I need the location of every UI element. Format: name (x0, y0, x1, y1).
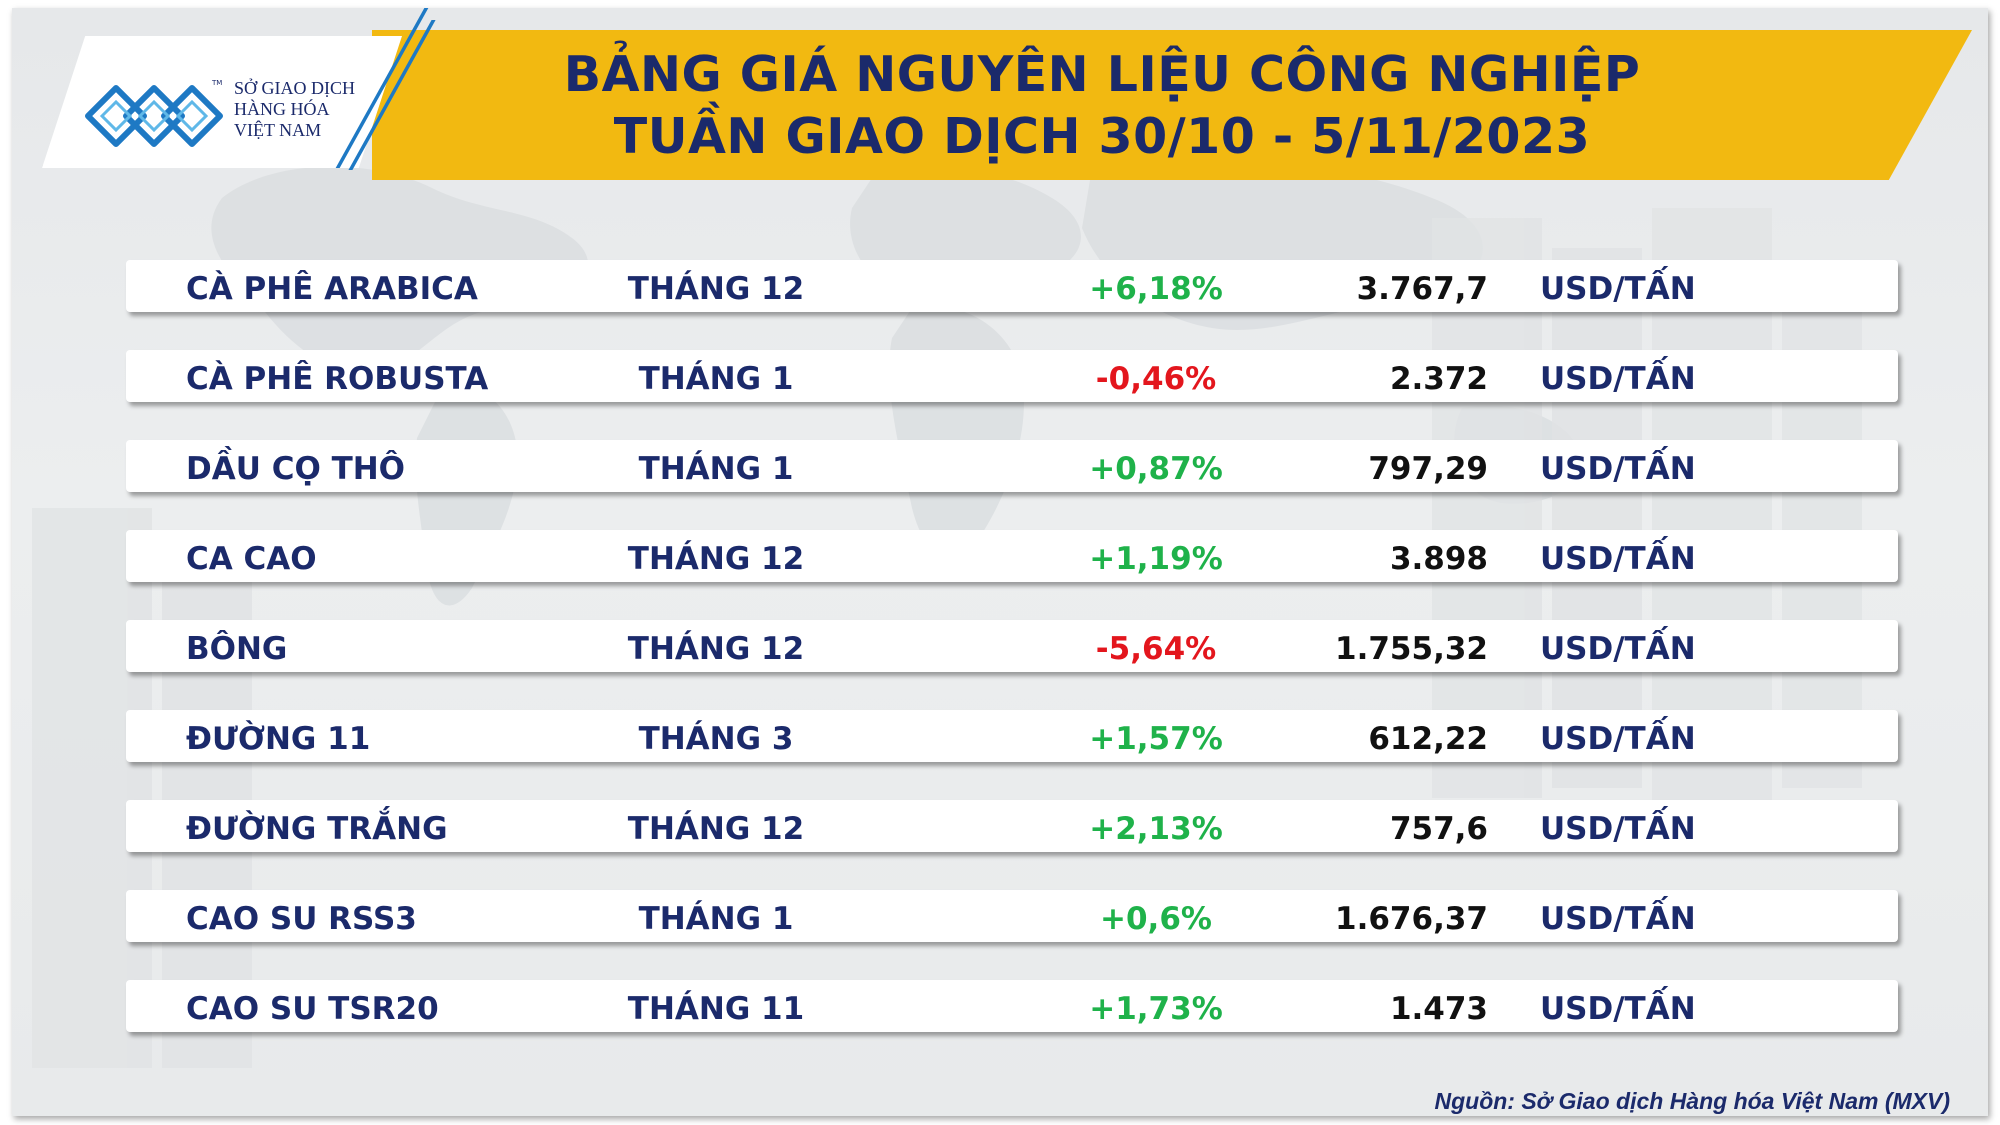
price-value: 612,22 (1368, 721, 1488, 757)
price-unit: USD/TẤN (1540, 991, 1696, 1027)
table-row: CAO SU RSS3 THÁNG 1 +0,6% 1.676,37 USD/TẤN (126, 890, 1898, 942)
price-value: 1.755,32 (1335, 631, 1488, 667)
price-value: 797,29 (1368, 451, 1488, 487)
price-unit: USD/TẤN (1540, 451, 1696, 487)
logo-trademark: TM (212, 79, 223, 87)
logo-line-3: VIỆT NAM (234, 120, 322, 140)
price-unit: USD/TẤN (1540, 631, 1696, 667)
price-unit: USD/TẤN (1540, 361, 1696, 397)
contract-month: THÁNG 1 (638, 361, 794, 397)
price-change: +6,18% (1089, 271, 1223, 307)
mxv-logo-icon (85, 85, 223, 147)
price-unit: USD/TẤN (1540, 901, 1696, 937)
commodity-name: CAO SU RSS3 (186, 901, 417, 937)
table-row: ĐƯỜNG 11 THÁNG 3 +1,57% 612,22 USD/TẤN (126, 710, 1898, 762)
contract-month: THÁNG 1 (638, 451, 794, 487)
price-unit: USD/TẤN (1540, 811, 1696, 847)
table-row: BÔNG THÁNG 12 -5,64% 1.755,32 USD/TẤN (126, 620, 1898, 672)
price-value: 1.473 (1389, 991, 1488, 1027)
contract-month: THÁNG 12 (627, 541, 805, 577)
contract-month: THÁNG 12 (627, 631, 805, 667)
contract-month: THÁNG 1 (638, 901, 794, 937)
price-change: +1,73% (1089, 991, 1223, 1027)
logo-text: SỞ GIAO DỊCH HÀNG HÓA VIỆT NAM (234, 78, 384, 141)
contract-month: THÁNG 3 (638, 721, 794, 757)
price-change: +0,87% (1089, 451, 1223, 487)
contract-month: THÁNG 11 (627, 991, 805, 1027)
price-value: 2.372 (1389, 361, 1488, 397)
table-row: CÀ PHÊ ARABICA THÁNG 12 +6,18% 3.767,7 USD/T… (126, 260, 1898, 312)
table-row: CA CAO THÁNG 12 +1,19% 3.898 USD/TẤN (126, 530, 1898, 582)
price-change: -5,64% (1095, 631, 1217, 667)
price-change: -0,46% (1095, 361, 1217, 397)
price-unit: USD/TẤN (1540, 271, 1696, 307)
price-change: +2,13% (1089, 811, 1223, 847)
contract-month: THÁNG 12 (627, 271, 805, 307)
price-unit: USD/TẤN (1540, 541, 1696, 577)
commodity-name: BÔNG (186, 631, 288, 667)
table-row: CÀ PHÊ ROBUSTA THÁNG 1 -0,46% 2.372 USD/TẤN (126, 350, 1898, 402)
table-row: CAO SU TSR20 THÁNG 11 +1,73% 1.473 USD/TẤN (126, 980, 1898, 1032)
page-title: BẢNG GIÁ NGUYÊN LIỆU CÔNG NGHIỆP TUẦN GI… (412, 44, 1792, 168)
commodity-name: CÀ PHÊ ARABICA (186, 271, 478, 307)
price-change: +1,57% (1089, 721, 1223, 757)
source-note: Nguồn: Sở Giao dịch Hàng hóa Việt Nam (M… (1434, 1088, 1950, 1114)
title-banner (372, 30, 1972, 180)
price-value: 3.767,7 (1356, 271, 1488, 307)
price-value: 1.676,37 (1335, 901, 1488, 937)
infographic-canvas: BẢNG GIÁ NGUYÊN LIỆU CÔNG NGHIỆP TUẦN GI… (12, 8, 1988, 1116)
commodity-name: CA CAO (186, 541, 317, 577)
price-value: 3.898 (1389, 541, 1488, 577)
contract-month: THÁNG 12 (627, 811, 805, 847)
price-change: +1,19% (1089, 541, 1223, 577)
logo-line-2: HÀNG HÓA (234, 99, 330, 119)
price-change: +0,6% (1100, 901, 1212, 937)
commodity-name: CÀ PHÊ ROBUSTA (186, 361, 489, 397)
price-unit: USD/TẤN (1540, 721, 1696, 757)
logo-line-1: SỞ GIAO DỊCH (234, 78, 355, 98)
price-value: 757,6 (1389, 811, 1488, 847)
title-line-1: BẢNG GIÁ NGUYÊN LIỆU CÔNG NGHIỆP (563, 46, 1641, 103)
commodity-name: CAO SU TSR20 (186, 991, 439, 1027)
title-line-2: TUẦN GIAO DỊCH 30/10 - 5/11/2023 (613, 108, 1591, 165)
commodity-name: DẦU CỌ THÔ (186, 451, 406, 487)
commodity-name: ĐƯỜNG TRẮNG (186, 811, 448, 847)
commodity-name: ĐƯỜNG 11 (186, 721, 371, 757)
table-row: ĐƯỜNG TRẮNG THÁNG 12 +2,13% 757,6 USD/TẤN (126, 800, 1898, 852)
table-row: DẦU CỌ THÔ THÁNG 1 +0,87% 797,29 USD/TẤN (126, 440, 1898, 492)
